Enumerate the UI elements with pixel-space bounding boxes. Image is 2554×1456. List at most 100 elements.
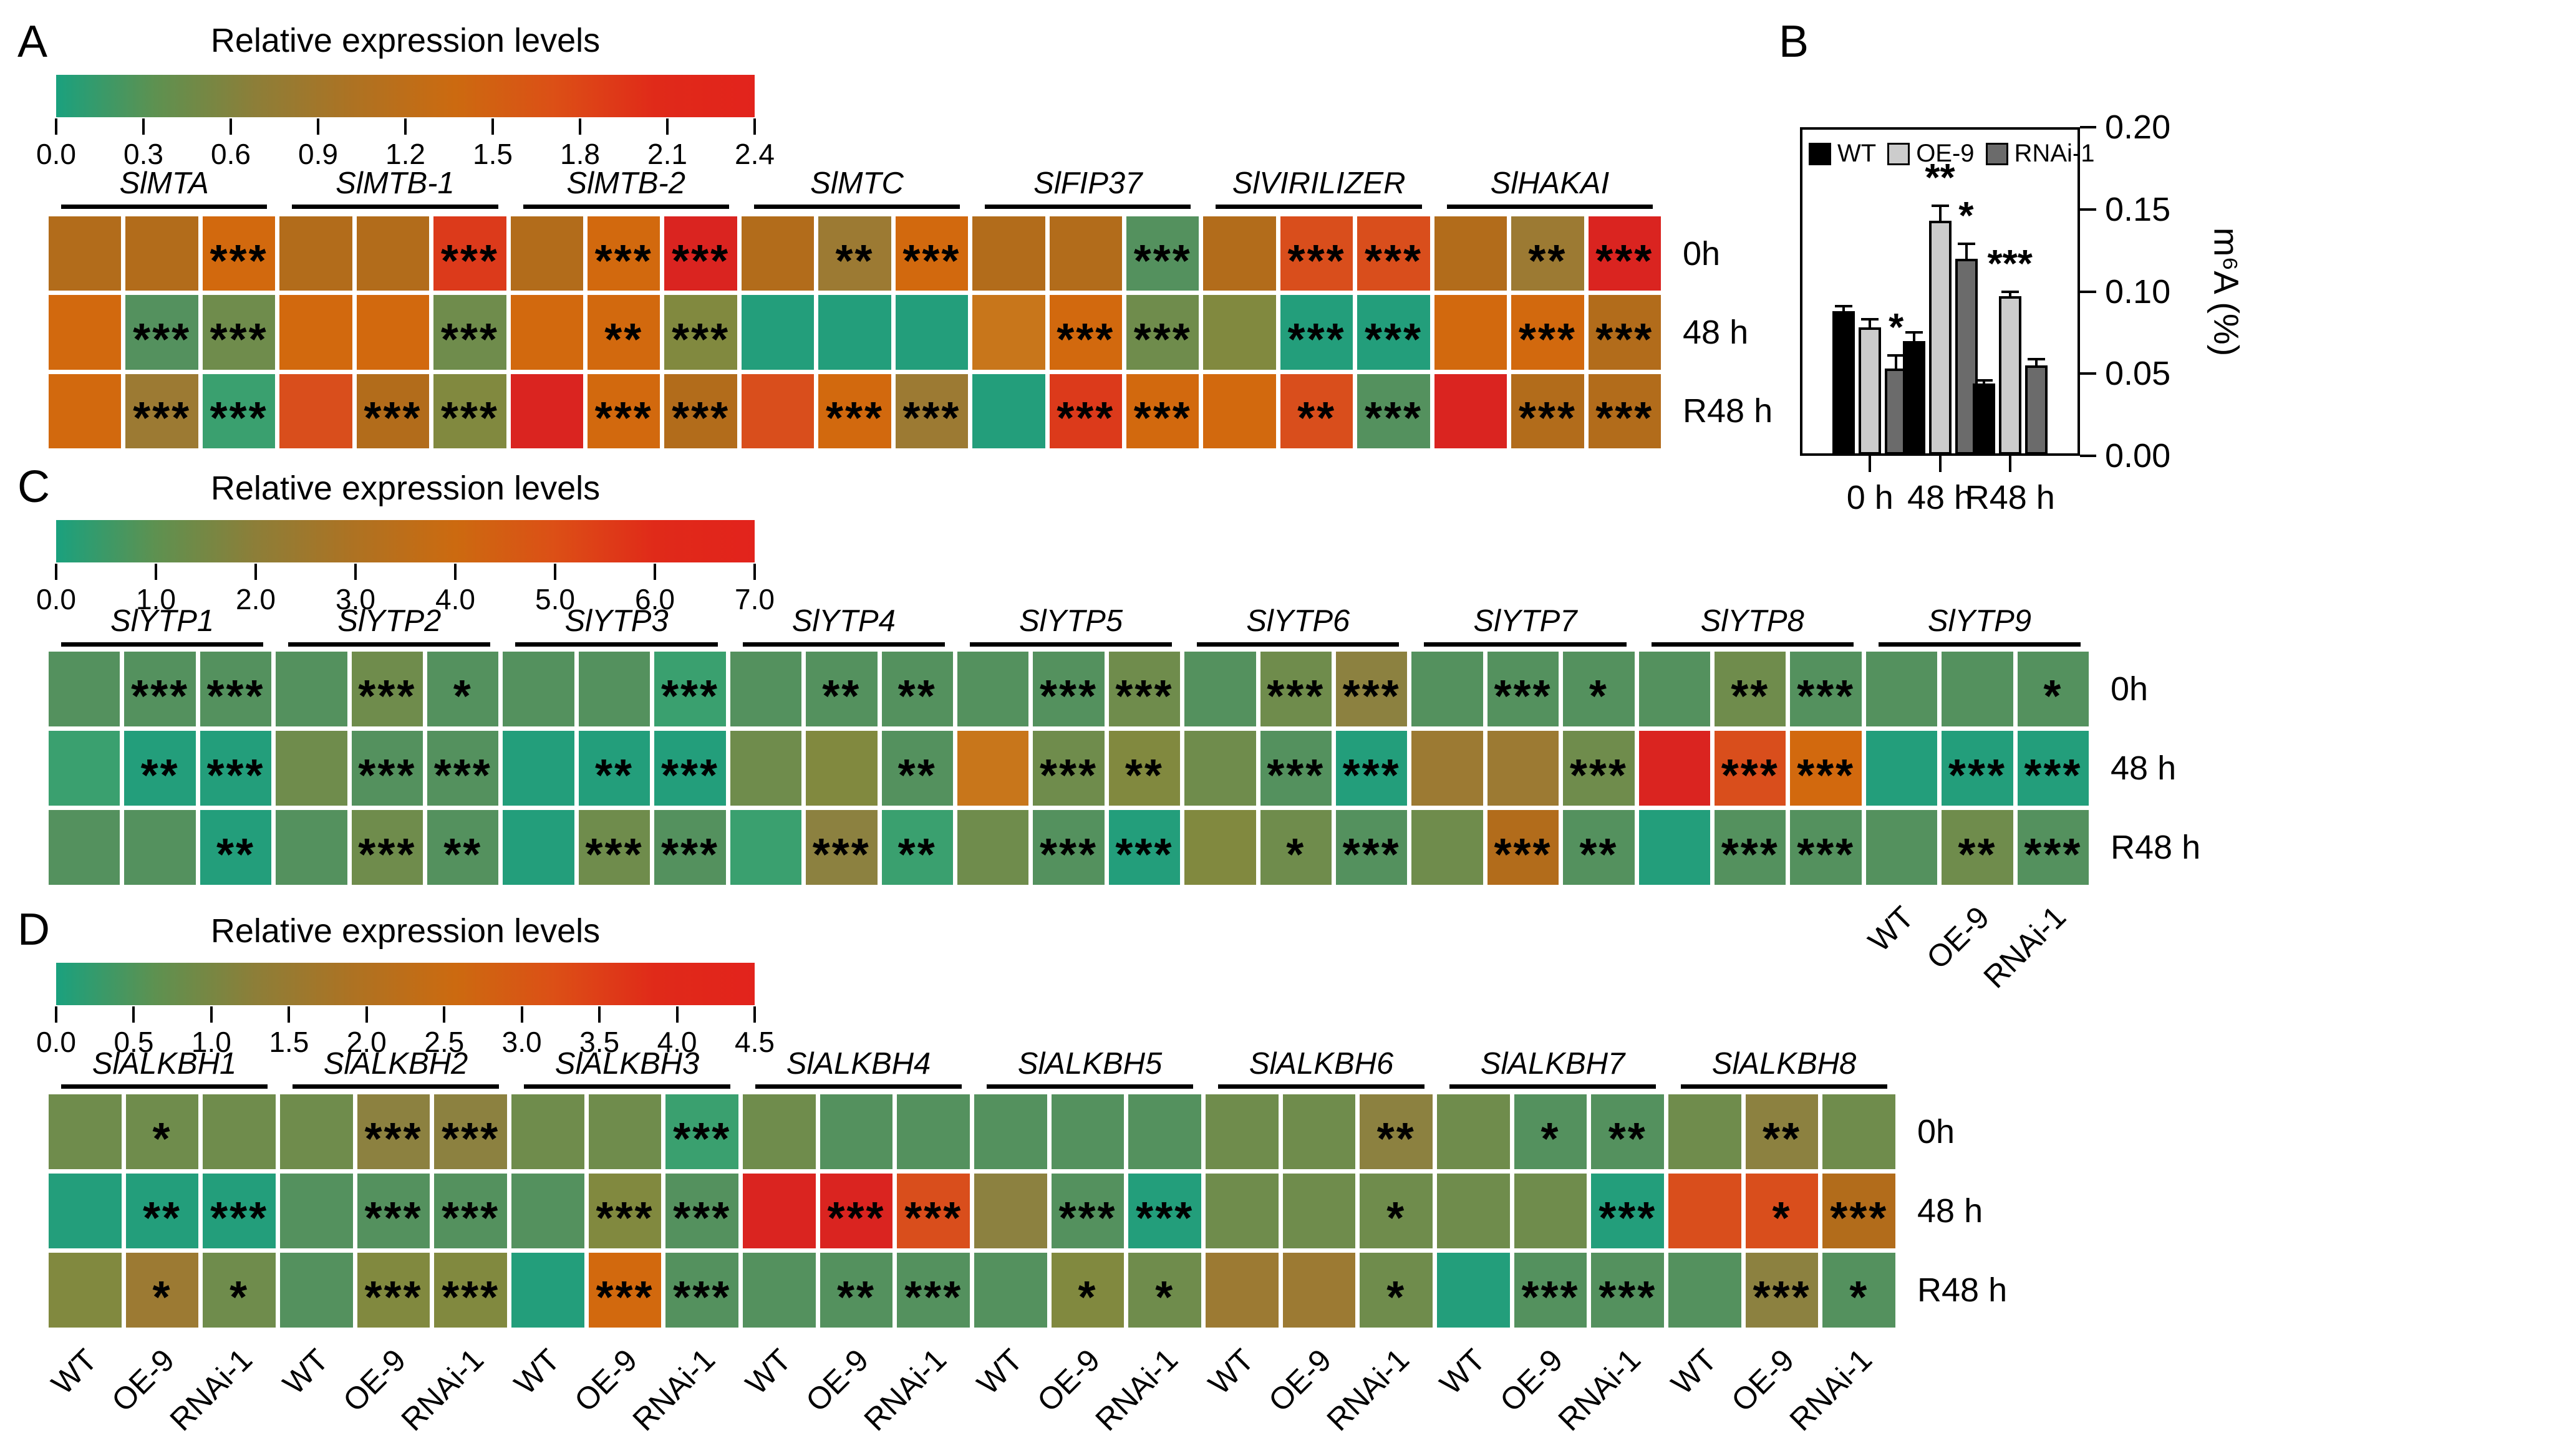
significance-stars: *** bbox=[1364, 393, 1423, 444]
error-bar-cap bbox=[1835, 305, 1853, 308]
significance-stars: *** bbox=[1136, 1193, 1194, 1243]
heatmap-cell: ** bbox=[881, 810, 953, 885]
heatmap-cell: * bbox=[1360, 1174, 1433, 1248]
colorbar-tick-label: 7.0 bbox=[735, 583, 775, 615]
gene-underline bbox=[61, 1084, 268, 1089]
significance-stars: *** bbox=[1133, 236, 1192, 286]
significance-stars: *** bbox=[1595, 236, 1654, 286]
colorbar-tick-label: 1.0 bbox=[191, 1026, 231, 1058]
panel-b-label: B bbox=[1779, 17, 1809, 67]
heatmap-cell bbox=[1514, 1174, 1587, 1248]
significance-stars: *** bbox=[1987, 242, 2033, 286]
heatmap-cell bbox=[1434, 216, 1507, 291]
significance-stars: *** bbox=[1342, 751, 1401, 801]
error-bar-cap bbox=[1887, 354, 1905, 357]
heatmap-cell: *** bbox=[1511, 295, 1584, 370]
heatmap-cell bbox=[1206, 1094, 1279, 1169]
heatmap-cell bbox=[279, 374, 352, 448]
col-label: OE-9 bbox=[105, 1342, 181, 1419]
colorbar-tick bbox=[579, 118, 581, 135]
colorbar-tick-label: 2.0 bbox=[346, 1026, 387, 1058]
significance-stars: ** bbox=[1763, 1114, 1802, 1164]
significance-stars: *** bbox=[1494, 672, 1552, 721]
heatmap-cell: *** bbox=[125, 374, 198, 448]
heatmap-cell: * bbox=[1051, 1253, 1125, 1328]
significance-stars: *** bbox=[358, 830, 417, 880]
y-axis-label: m⁶A (%) bbox=[2207, 227, 2247, 356]
legend-label: WT bbox=[1837, 140, 1877, 167]
heatmap-cell: *** bbox=[202, 295, 276, 370]
col-label: RNAi-1 bbox=[1320, 1341, 1416, 1438]
heatmap-cell: *** bbox=[1822, 1174, 1896, 1248]
gene-header: SlYTP5 bbox=[1018, 604, 1123, 638]
row-label: 48 h bbox=[1683, 313, 1749, 351]
heatmap-cell: *** bbox=[357, 1253, 430, 1328]
significance-stars: *** bbox=[1040, 751, 1098, 801]
significance-stars: *** bbox=[364, 1114, 423, 1164]
heatmap-cell bbox=[730, 810, 802, 885]
heatmap-cell: *** bbox=[351, 652, 423, 726]
colorbar-tick-label: 0.9 bbox=[298, 138, 338, 170]
heatmap-cell: *** bbox=[351, 810, 423, 885]
colorbar-tick-label: 2.0 bbox=[236, 583, 276, 615]
colorbar-tick bbox=[598, 1006, 601, 1023]
heatmap-cell: *** bbox=[1051, 1174, 1125, 1248]
significance-stars: * bbox=[230, 1273, 249, 1323]
significance-stars: ** bbox=[216, 830, 256, 880]
error-bar bbox=[1982, 380, 1985, 384]
heatmap-cell: ** bbox=[1715, 652, 1786, 726]
colorbar-tick bbox=[132, 1006, 135, 1023]
colorbar-tick-label: 4.5 bbox=[735, 1026, 775, 1058]
heatmap-cell: *** bbox=[427, 731, 499, 806]
significance-stars: * bbox=[1889, 306, 1904, 350]
col-label: WT bbox=[1665, 1342, 1724, 1402]
col-label: OE-9 bbox=[1724, 1342, 1801, 1419]
heatmap-cell: *** bbox=[1335, 810, 1408, 885]
colorbar-gradient bbox=[56, 520, 755, 562]
x-tick bbox=[1938, 456, 1942, 472]
gene-header: SlMTB-1 bbox=[336, 166, 455, 200]
heatmap-cell: * bbox=[427, 652, 499, 726]
colorbar-tick bbox=[55, 564, 57, 580]
heatmap-cell bbox=[897, 1094, 970, 1169]
col-label: OE-9 bbox=[1493, 1342, 1570, 1419]
heatmap-cell bbox=[356, 295, 430, 370]
gene-header: SlYTP2 bbox=[337, 604, 442, 638]
heatmap-cell bbox=[1668, 1094, 1741, 1169]
significance-stars: ** bbox=[1958, 830, 1997, 880]
significance-stars: *** bbox=[1133, 314, 1192, 365]
heatmap-cell bbox=[511, 1094, 584, 1169]
heatmap-cell: *** bbox=[433, 216, 506, 291]
gene-header: SlYTP9 bbox=[1927, 604, 2032, 638]
significance-stars: * bbox=[1541, 1114, 1560, 1164]
heatmap-cell bbox=[1203, 295, 1276, 370]
significance-stars: *** bbox=[594, 393, 653, 444]
col-label: RNAi-1 bbox=[1782, 1341, 1879, 1438]
colorbar-tick-label: 3.0 bbox=[336, 583, 375, 615]
significance-stars: *** bbox=[1797, 830, 1855, 880]
heatmap-cell bbox=[972, 295, 1045, 370]
significance-stars: * bbox=[1386, 1193, 1406, 1243]
heatmap-cell bbox=[1437, 1253, 1510, 1328]
gene-underline bbox=[1424, 642, 1627, 647]
significance-stars: ** bbox=[822, 672, 861, 721]
heatmap-cell bbox=[743, 1174, 816, 1248]
colorbar-tick bbox=[354, 564, 357, 580]
gene-header: SlHAKAI bbox=[1490, 166, 1610, 200]
x-tick-label: 0 h bbox=[1846, 479, 1894, 516]
significance-stars: *** bbox=[594, 236, 653, 286]
significance-stars: * bbox=[1589, 672, 1608, 721]
heatmap-cell: *** bbox=[203, 1174, 276, 1248]
colorbar-title: Relative expression levels bbox=[210, 470, 601, 507]
heatmap-cell: ** bbox=[125, 1174, 199, 1248]
heatmap-cell: *** bbox=[588, 374, 660, 448]
significance-stars: ** bbox=[443, 830, 483, 880]
significance-stars: *** bbox=[1830, 1193, 1889, 1243]
colorbar-tick bbox=[443, 1006, 446, 1023]
gene-header: SlMTA bbox=[119, 166, 209, 200]
legend-swatch bbox=[1809, 142, 1831, 165]
heatmap-cell bbox=[1668, 1253, 1741, 1328]
heatmap-cell bbox=[820, 1094, 893, 1169]
col-label: RNAi-1 bbox=[1551, 1341, 1647, 1438]
heatmap-cell: *** bbox=[1588, 216, 1662, 291]
